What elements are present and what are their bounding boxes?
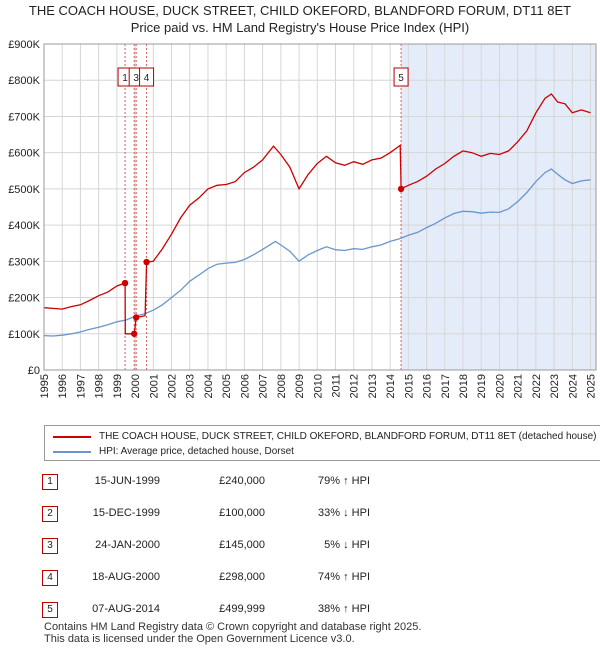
sale-date: 15-DEC-1999 xyxy=(92,507,160,519)
x-tick-label: 2021 xyxy=(513,374,525,398)
price-chart: £0 £100K £200K £300K £400K £500K £600K £700K £80… xyxy=(8,39,598,398)
y-tick-label: £800K xyxy=(8,75,40,87)
sale-hpi-change: 38% ↑ HPI xyxy=(318,603,370,615)
x-tick-label: 1997 xyxy=(75,374,87,398)
post-sale-shade xyxy=(401,44,596,370)
footer-line-1: Contains HM Land Registry data © Crown c… xyxy=(44,621,422,633)
x-tick-label: 2005 xyxy=(221,374,233,398)
table-row: 2 15-DEC-1999 £100,000 33% ↓ HPI xyxy=(0,504,600,524)
x-tick-label: 2002 xyxy=(167,374,179,398)
x-tick-label: 2010 xyxy=(312,374,324,398)
sale-point xyxy=(143,258,150,266)
sale-price: £499,999 xyxy=(219,603,265,615)
x-tick-label: 1995 xyxy=(39,374,51,398)
table-row: 1 15-JUN-1999 £240,000 79% ↑ HPI xyxy=(0,472,600,492)
x-tick-label: 2014 xyxy=(385,374,397,398)
plot-border xyxy=(43,43,597,371)
x-tick-label: 2003 xyxy=(185,374,197,398)
legend-label-hpi: HPI: Average price, detached house, Dors… xyxy=(99,446,294,457)
y-tick-label: £100K xyxy=(8,329,40,341)
table-row: 4 18-AUG-2000 £298,000 74% ↑ HPI xyxy=(0,568,600,588)
sale-price: £145,000 xyxy=(219,539,265,551)
sale-hpi-change: 33% ↓ HPI xyxy=(318,507,370,519)
sale-label-number: 1 xyxy=(122,73,128,84)
y-tick-label: £400K xyxy=(8,220,40,232)
title-line-2: Price paid vs. HM Land Registry's House … xyxy=(130,20,470,35)
sale-hpi-change: 79% ↑ HPI xyxy=(318,475,370,487)
x-tick-label: 1999 xyxy=(112,374,124,398)
sale-number-badge: 1 xyxy=(42,474,58,490)
sale-date: 07-AUG-2014 xyxy=(92,603,160,615)
sale-label-number: 5 xyxy=(398,73,404,84)
x-tick-label: 2008 xyxy=(276,374,288,398)
legend-label-property: THE COACH HOUSE, DUCK STREET, CHILD OKEF… xyxy=(99,431,597,442)
sale-label-number: 3 xyxy=(133,73,139,84)
x-tick-label: 2024 xyxy=(567,374,579,398)
legend: THE COACH HOUSE, DUCK STREET, CHILD OKEF… xyxy=(44,425,600,461)
sale-label-box xyxy=(139,67,155,87)
sale-label-number: 4 xyxy=(144,73,150,84)
x-tick-label: 2000 xyxy=(130,374,142,398)
title-line-1: THE COACH HOUSE, DUCK STREET, CHILD OKEF… xyxy=(28,3,572,18)
y-tick-label: £300K xyxy=(8,256,40,268)
x-tick-label: 2015 xyxy=(403,374,415,398)
x-tick-label: 1998 xyxy=(94,374,106,398)
y-tick-label: £900K xyxy=(8,39,40,51)
sale-number-badge: 2 xyxy=(42,506,58,522)
x-tick-label: 2020 xyxy=(494,374,506,398)
y-tick-label: £500K xyxy=(8,184,40,196)
sale-date: 24-JAN-2000 xyxy=(95,539,160,551)
x-tick-label: 2004 xyxy=(203,374,215,398)
sale-number-badge: 3 xyxy=(42,538,58,554)
sale-price: £240,000 xyxy=(219,475,265,487)
x-tick-label: 1996 xyxy=(57,374,69,398)
y-tick-label: £200K xyxy=(8,293,40,305)
y-tick-label: £0 xyxy=(28,365,40,377)
sale-point xyxy=(121,279,129,287)
y-tick-label: £600K xyxy=(8,148,40,160)
footer-attribution: Contains HM Land Registry data © Crown c… xyxy=(44,621,421,645)
x-tick-label: 2022 xyxy=(531,374,543,398)
sale-hpi-change: 5% ↓ HPI xyxy=(324,539,370,551)
table-row: 5 07-AUG-2014 £499,999 38% ↑ HPI xyxy=(0,600,600,620)
legend-swatch-property xyxy=(53,436,91,438)
sale-point xyxy=(132,314,140,321)
sale-point xyxy=(397,185,405,193)
sale-number-badge: 5 xyxy=(42,602,58,618)
sale-price: £100,000 xyxy=(219,507,265,519)
x-tick-label: 2018 xyxy=(458,374,470,398)
x-tick-label: 2011 xyxy=(330,374,342,398)
sale-number-badge: 4 xyxy=(42,570,58,586)
sale-date: 15-JUN-1999 xyxy=(94,475,160,487)
chart-title: THE COACH HOUSE, DUCK STREET, CHILD OKEF… xyxy=(0,2,600,36)
footer-line-2: This data is licensed under the Open Gov… xyxy=(44,633,355,645)
sale-hpi-change: 74% ↑ HPI xyxy=(318,571,370,583)
sale-date: 18-AUG-2000 xyxy=(92,571,160,583)
x-tick-label: 2017 xyxy=(440,374,452,398)
x-tick-label: 2009 xyxy=(294,374,306,398)
x-tick-label: 2016 xyxy=(422,374,434,398)
x-tick-label: 2025 xyxy=(586,374,598,398)
x-tick-label: 2013 xyxy=(367,374,379,398)
x-tick-label: 2007 xyxy=(258,374,270,398)
x-tick-label: 2001 xyxy=(148,374,160,398)
x-tick-label: 2023 xyxy=(549,374,561,398)
x-tick-label: 2006 xyxy=(239,374,251,398)
sale-label-box xyxy=(393,67,409,87)
sale-point xyxy=(130,330,138,337)
y-tick-label: £700K xyxy=(8,111,40,123)
table-row: 3 24-JAN-2000 £145,000 5% ↓ HPI xyxy=(0,536,600,556)
legend-swatch-hpi xyxy=(53,451,91,453)
sale-price: £298,000 xyxy=(219,571,265,583)
x-tick-label: 2012 xyxy=(349,374,361,398)
x-tick-label: 2019 xyxy=(476,374,488,398)
